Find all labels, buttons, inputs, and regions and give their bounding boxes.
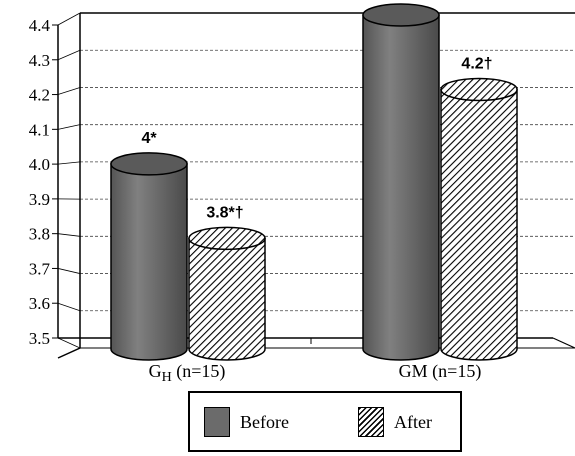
- data-label: 4.2†: [461, 55, 492, 72]
- y-tick-label: 3.5: [29, 329, 50, 348]
- side-wall-line: [57, 87, 81, 95]
- bars: [110, 3, 518, 361]
- bar-body: [362, 14, 440, 361]
- y-tick-label: 4.2: [29, 86, 50, 105]
- y-axis-ticks: 3.5 3.6 3.7 3.8 3.9 4.0 4.1 4.2 4.3 4.4: [29, 16, 58, 348]
- y-tick-label: 3.8: [29, 225, 50, 244]
- category-label: GM (n=15): [399, 361, 482, 382]
- legend: Before After: [188, 391, 462, 452]
- side-wall-line: [57, 161, 81, 165]
- bar-before-1: [362, 3, 440, 361]
- back-wall-left-edge: [57, 13, 81, 359]
- side-wall-line: [57, 12, 81, 26]
- side-wall-line: [57, 124, 81, 130]
- bar-before-0: [110, 152, 188, 361]
- side-wall-line: [57, 268, 81, 274]
- bar-body: [188, 237, 266, 361]
- legend-item-after: After: [358, 407, 432, 437]
- y-tick-label: 4.4: [29, 16, 51, 35]
- floor-right-edge: [552, 337, 575, 349]
- legend-swatch-after: [358, 407, 384, 437]
- bar-top: [362, 3, 440, 27]
- bar-after-1: [440, 77, 518, 361]
- side-wall-line: [57, 49, 81, 61]
- data-label: 4*: [141, 130, 157, 147]
- legend-item-before: Before: [204, 407, 289, 437]
- y-tick-label: 3.6: [29, 294, 50, 313]
- bar-body: [440, 88, 518, 361]
- x-axis-categories: GH (n=15) GM (n=15): [149, 361, 482, 385]
- legend-label-before: Before: [240, 411, 289, 432]
- data-labels: 4*4.43.8*†4.2†: [141, 55, 492, 221]
- bar-top: [188, 226, 266, 251]
- bar-after-0: [188, 226, 266, 361]
- y-tick-label: 4.1: [29, 120, 50, 139]
- bar-body: [110, 163, 188, 361]
- y-tick-label: 4.3: [29, 51, 50, 70]
- y-tick-label: 4.0: [29, 155, 50, 174]
- side-wall-line: [57, 337, 81, 349]
- legend-label-after: After: [394, 411, 432, 432]
- side-wall-line: [57, 233, 81, 237]
- y-tick-label: 3.7: [29, 259, 51, 278]
- bar-top: [110, 152, 188, 176]
- category-label: GH (n=15): [149, 361, 226, 385]
- data-label: 3.8*†: [206, 204, 243, 221]
- bar-top: [440, 77, 518, 102]
- legend-swatch-before: [204, 407, 230, 437]
- y-tick-label: 3.9: [29, 190, 50, 209]
- side-wall-line: [57, 302, 81, 312]
